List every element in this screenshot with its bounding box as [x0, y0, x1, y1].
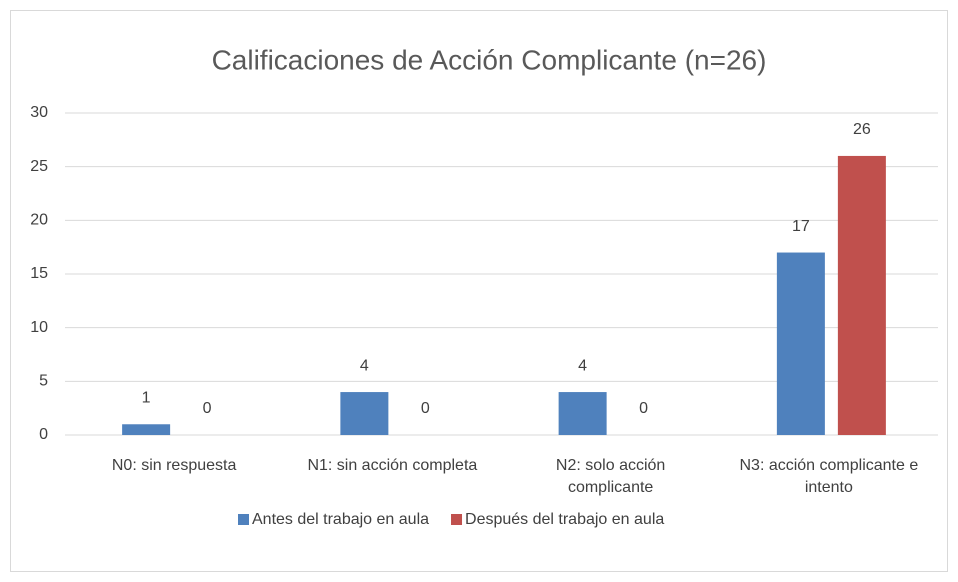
chart-title: Calificaciones de Acción Complicante (n=…	[212, 44, 767, 75]
y-tick-label: 15	[30, 265, 48, 282]
bar	[776, 252, 825, 435]
data-label: 17	[792, 218, 810, 235]
bar	[558, 392, 607, 435]
y-tick-label: 25	[30, 158, 48, 175]
bar	[340, 392, 389, 435]
x-tick-label: N0: sin respuesta	[111, 457, 237, 474]
legend-swatch	[238, 514, 249, 525]
data-label: 4	[578, 357, 587, 374]
x-tick-label: N2: solo acción complicante	[555, 457, 666, 496]
y-tick-label: 20	[30, 212, 48, 229]
legend-swatch	[451, 514, 463, 525]
y-tick-label: 10	[30, 319, 48, 336]
x-tick-label: N3: acción complicante e intento	[739, 457, 919, 496]
legend-label: Después del trabajo en aula	[465, 511, 664, 528]
y-tick-label: 30	[30, 104, 48, 121]
data-label: 0	[639, 400, 648, 417]
x-tick-label: N1: sin acción completa	[307, 457, 478, 474]
bar	[837, 155, 886, 435]
data-label: 0	[421, 400, 430, 417]
bar	[122, 424, 171, 435]
data-label: 0	[203, 400, 212, 417]
data-label: 4	[360, 357, 369, 374]
legend-label: Antes del trabajo en aula	[252, 511, 429, 528]
data-label: 1	[142, 389, 151, 406]
y-tick-label: 5	[39, 373, 48, 390]
y-tick-label: 0	[39, 426, 48, 443]
data-label: 26	[853, 121, 871, 138]
